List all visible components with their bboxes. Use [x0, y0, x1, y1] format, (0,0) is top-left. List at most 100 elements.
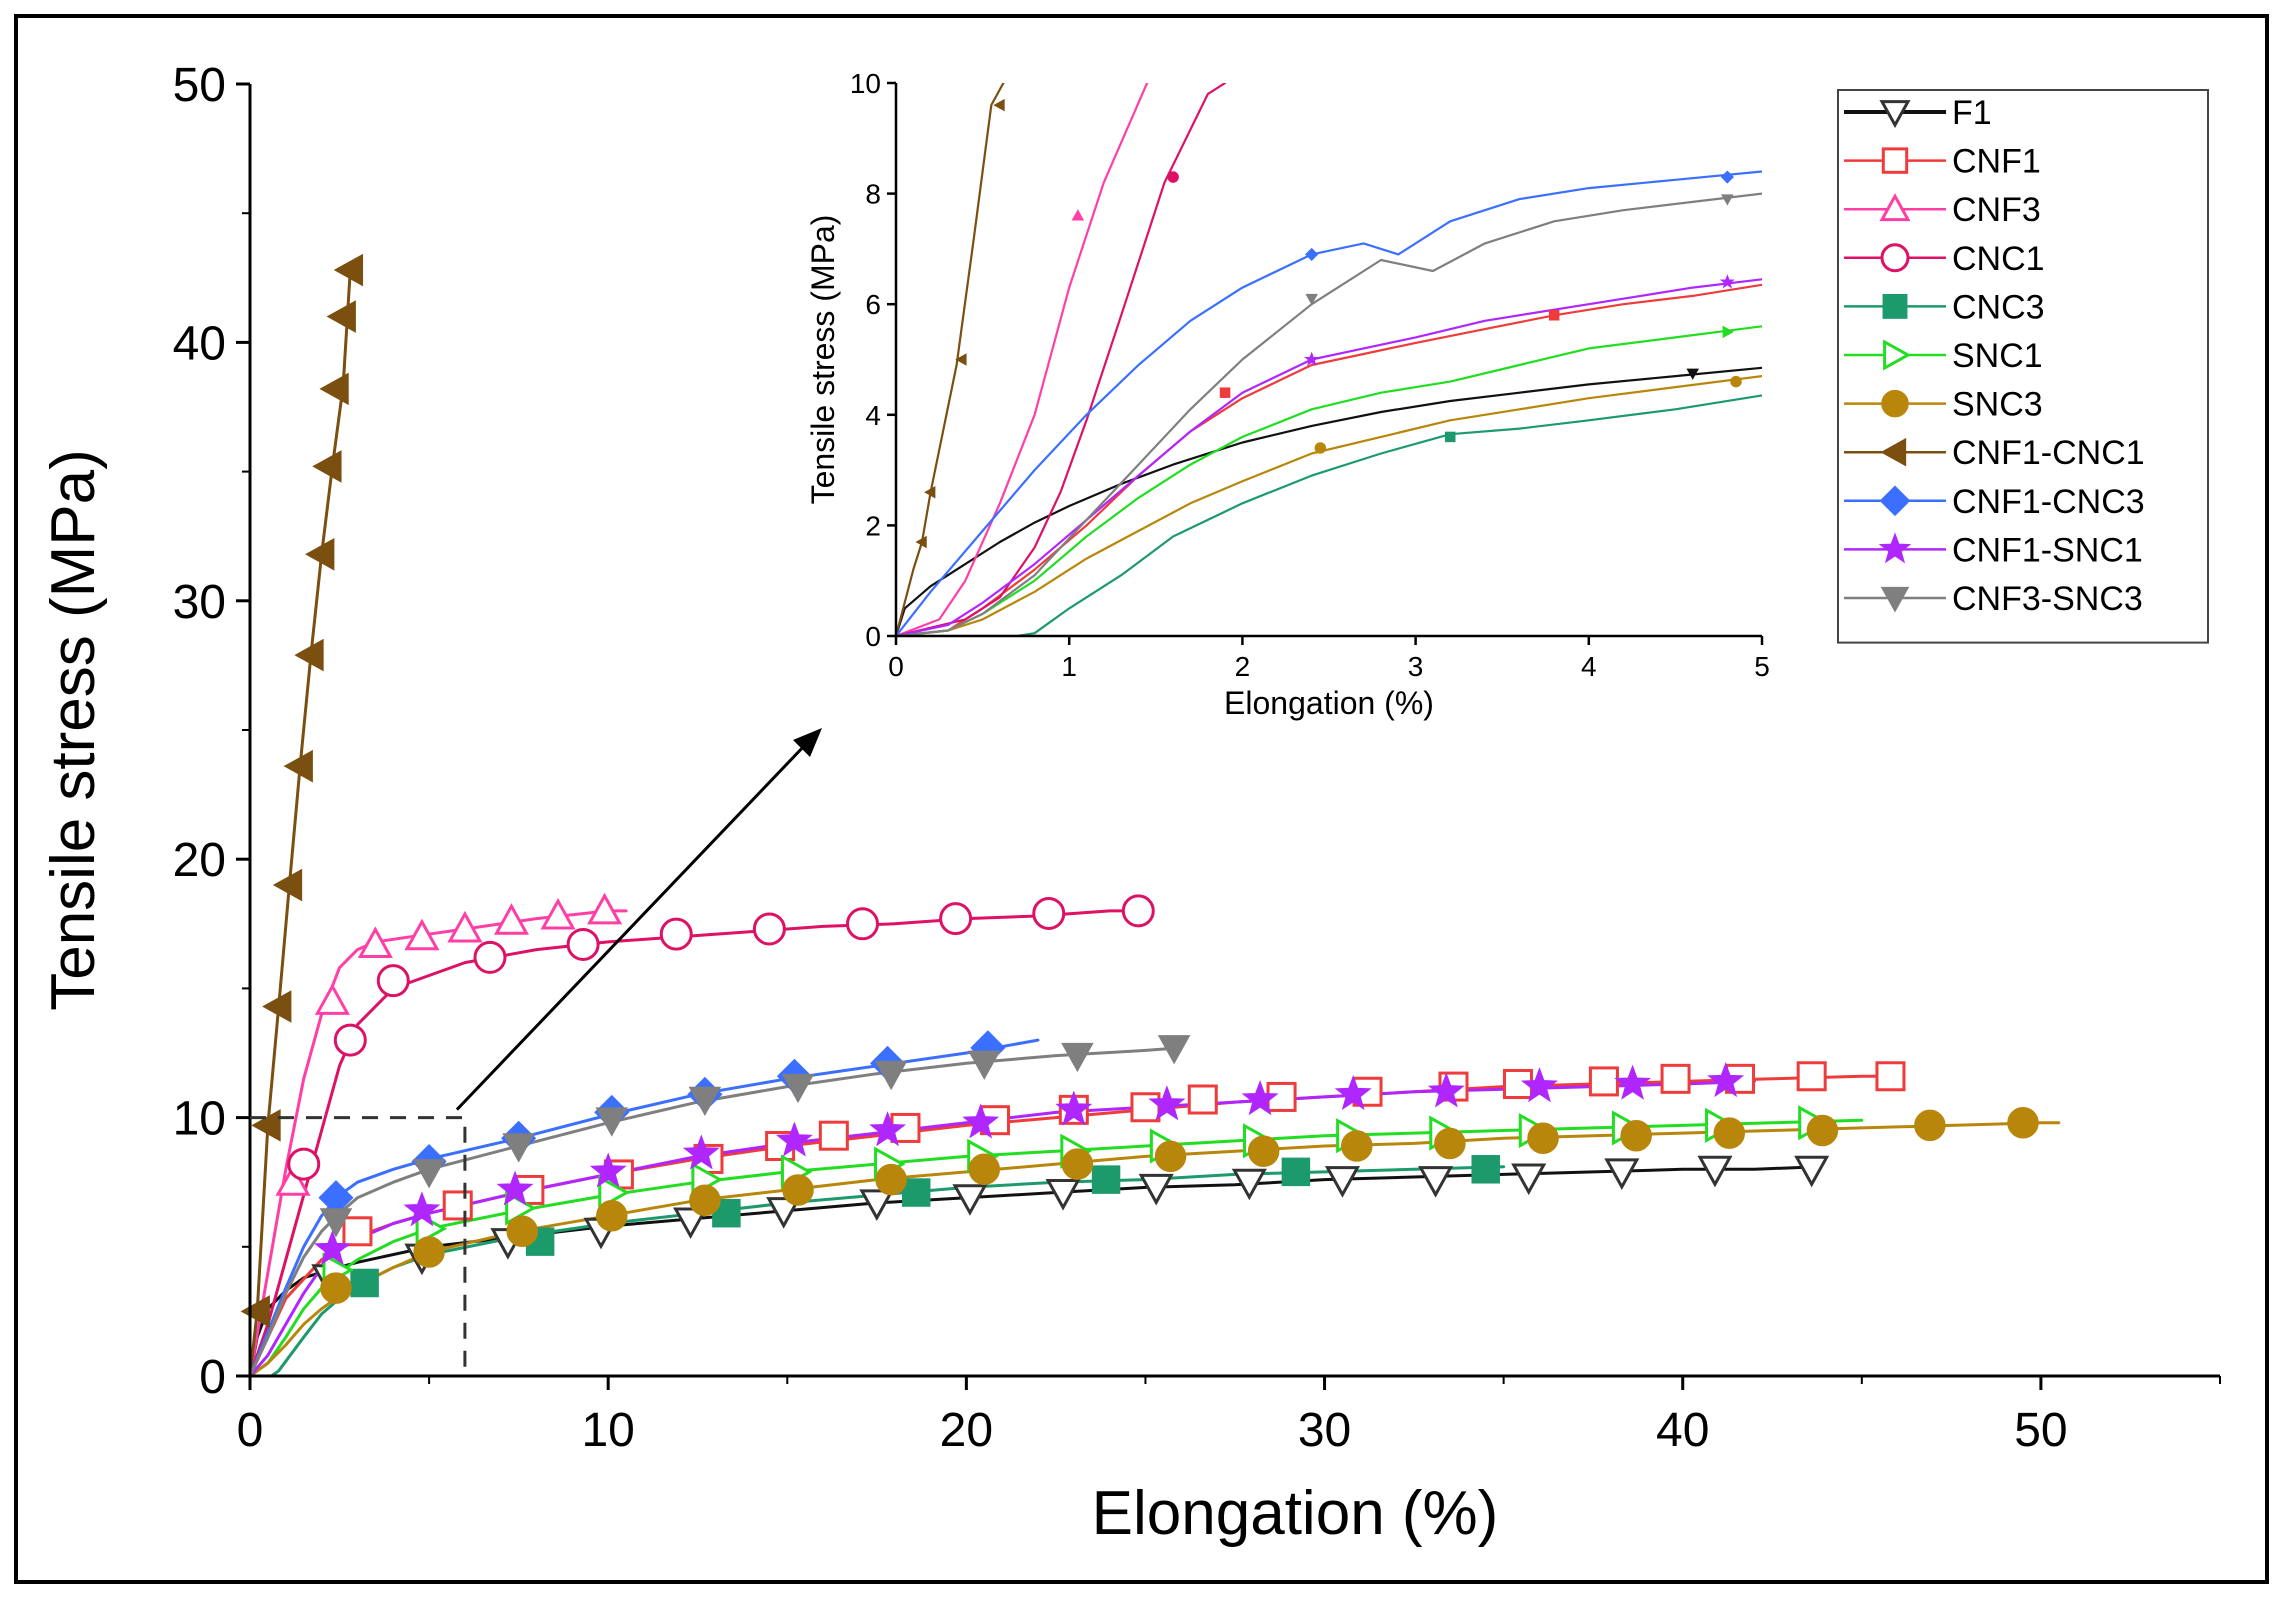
data-point-f1 [952, 1184, 988, 1216]
inset-y-axis-title: Tensile stress (MPa) [805, 215, 841, 505]
data-point-f1 [1138, 1173, 1174, 1206]
inset-series-line-snc3 [896, 375, 1762, 636]
data-point-snc1 [598, 1174, 630, 1211]
data-point-cnf1-cnc1 [333, 253, 364, 287]
legend-marker-snc1 [1883, 339, 1912, 371]
data-point-snc3 [1154, 1140, 1187, 1173]
legend-marker-cnc1 [1880, 243, 1910, 273]
data-point-cnf3 [404, 918, 440, 951]
data-point-cnf1 [1875, 1061, 1906, 1092]
data-point-cnf1 [442, 1190, 473, 1221]
data-point-cnc3 [1091, 1165, 1121, 1194]
data-point-cnf3 [314, 983, 350, 1015]
inset-series-line-cnf3 [896, 83, 1149, 636]
data-point-snc3 [413, 1236, 445, 1268]
data-point-cnc1 [333, 1023, 367, 1057]
inset-data-point-f1 [1686, 368, 1699, 380]
data-point-snc3 [1341, 1130, 1373, 1162]
legend-label-cnf1-snc1: CNF1-SNC1 [1952, 531, 2143, 569]
data-point-cnf3-snc3 [412, 1159, 446, 1189]
data-point-cnf1 [1796, 1061, 1827, 1092]
data-point-f1 [673, 1207, 709, 1240]
data-point-f1 [1794, 1155, 1830, 1188]
data-point-snc3 [1914, 1109, 1946, 1142]
data-point-cnf1-cnc1 [294, 638, 324, 672]
inset-series-line-cnf1 [896, 283, 1762, 636]
legend-marker-cnf1-snc1 [1878, 532, 1912, 564]
inset-data-point-cnf1 [1219, 387, 1231, 398]
data-point-cnf1-snc1 [1520, 1067, 1558, 1103]
data-point-cnf1-snc1 [1148, 1085, 1186, 1121]
data-point-cnf1-snc1 [869, 1111, 907, 1147]
data-point-cnf1-cnc1 [312, 450, 342, 483]
zoom-box-outline [250, 1116, 467, 1376]
data-point-cnf1-cnc1 [305, 538, 335, 571]
inset-data-point-cnf3 [1071, 209, 1085, 221]
data-point-f1 [859, 1189, 895, 1221]
data-point-snc3 [506, 1215, 538, 1248]
legend-marker-cnf1-cnc1 [1880, 437, 1907, 467]
data-point-cnf1-snc1 [589, 1152, 627, 1188]
data-point-cnf3 [275, 1164, 311, 1196]
data-point-cnf3 [447, 910, 483, 943]
inset-series-line-snc1 [896, 325, 1762, 636]
data-point-f1 [1511, 1163, 1547, 1196]
data-point-cnc1 [845, 907, 879, 941]
data-point-cnc1 [287, 1147, 321, 1181]
inset-axes: 0 2 4 6 8 10 0 1 2 3 4 5 Elongation (%) Tensile stres… [805, 68, 1770, 721]
data-point-snc3 [689, 1184, 721, 1217]
legend-label-cnf3: CNF3 [1952, 191, 2041, 229]
inset-y-tick-label: 0 [865, 621, 881, 652]
x-tick-label: 30 [1298, 1404, 1351, 1457]
data-point-cnc3 [350, 1268, 379, 1298]
series-line-cnf3 [250, 909, 628, 1378]
data-point-snc3 [1620, 1119, 1652, 1152]
data-point-cnf1-snc1 [1055, 1090, 1093, 1126]
data-point-cnc1 [473, 940, 507, 974]
data-point-cnf3-snc3 [502, 1133, 535, 1163]
inset-series-line-cnf3-snc3 [896, 192, 1762, 636]
data-point-cnc1 [659, 917, 693, 951]
legend-marker-cnf1-cnc3 [1879, 485, 1911, 517]
data-point-f1 [1324, 1166, 1361, 1198]
data-point-cnf1-cnc1 [326, 300, 356, 333]
legend-marker-f1 [1879, 100, 1911, 129]
data-point-snc3 [782, 1174, 814, 1206]
inset-series-line-cnc1 [896, 83, 1227, 636]
data-point-cnf1 [342, 1216, 373, 1247]
y-tick-label: 10 [173, 1093, 226, 1146]
inset-data-point-cnc1 [1167, 171, 1179, 183]
x-tick-label: 0 [237, 1404, 264, 1457]
data-point-cnf1-cnc1 [283, 749, 313, 783]
inset-data-point-cnc3 [1444, 431, 1456, 443]
data-point-cnf3-snc3 [874, 1060, 908, 1091]
legend-label-cnc3: CNC3 [1952, 288, 2045, 326]
data-point-f1 [1697, 1155, 1733, 1188]
data-point-cnf3-snc3 [319, 1208, 353, 1238]
data-point-cnf3-snc3 [688, 1086, 722, 1117]
inset-data-point-cnf1-cnc1 [955, 353, 967, 366]
inset-x-tick-label: 3 [1408, 651, 1424, 682]
data-point-cnc1 [376, 964, 410, 998]
inset-data-point-cnf1-snc1 [1304, 351, 1320, 366]
y-tick-label: 0 [199, 1351, 226, 1404]
legend-label-cnf1-cnc3: CNF1-CNC3 [1952, 483, 2145, 521]
inset-y-tick-label: 4 [865, 400, 881, 431]
data-point-f1 [1045, 1179, 1081, 1211]
data-point-cnf1 [1130, 1092, 1161, 1123]
data-point-cnf3 [540, 897, 576, 930]
x-tick-label: 20 [940, 1404, 993, 1457]
inset-data-point-snc3 [1314, 442, 1327, 454]
series-line-f1 [250, 1165, 1821, 1378]
data-point-cnc1 [1121, 894, 1155, 928]
inset-data-point-cnf3-snc3 [1721, 194, 1734, 206]
y-axis-title: Tensile stress (MPa) [39, 449, 108, 1011]
data-point-cnf3 [587, 892, 623, 925]
data-point-snc3 [1247, 1135, 1280, 1167]
legend-marker-cnf1 [1881, 147, 1909, 174]
data-point-cnf1-snc1 [1614, 1064, 1652, 1100]
data-point-cnc3 [1281, 1157, 1311, 1187]
data-point-cnf1-cnc1 [319, 372, 349, 406]
data-point-cnc3 [1471, 1155, 1500, 1184]
legend-label-cnf3-snc3: CNF3-SNC3 [1952, 580, 2143, 618]
